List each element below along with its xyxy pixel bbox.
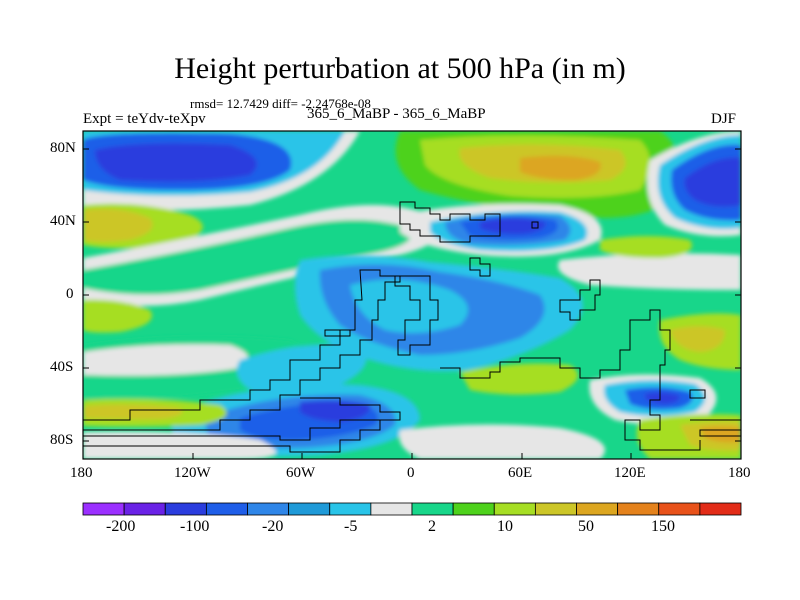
colorbar-box (452, 502, 495, 516)
colorbar-box (493, 502, 536, 516)
colorbar-box (699, 502, 742, 516)
field-region (600, 236, 692, 258)
colorbar-box (576, 502, 619, 516)
colorbar-label: -200 (106, 518, 136, 535)
land-outlines (83, 201, 741, 453)
field-region (83, 208, 153, 242)
colorbar-label: -5 (344, 518, 358, 535)
y-tick-label: 80N (50, 140, 76, 156)
field-region (83, 431, 276, 459)
outline (83, 269, 401, 431)
colorbar (82, 502, 742, 516)
colorbar-box (534, 502, 577, 516)
y-tick-marks (83, 148, 741, 442)
contour-field (83, 131, 741, 459)
outline (440, 309, 701, 451)
colorbar-box (658, 502, 701, 516)
x-tick-label: 60W (286, 465, 316, 481)
outline (399, 201, 501, 243)
field-region (460, 363, 578, 395)
colorbar-box (247, 502, 290, 516)
x-tick-label: 180 (70, 465, 93, 481)
stats-line: rmsd= 12.7429 diff= -2.24768e-08 (190, 96, 371, 111)
field-region (83, 299, 152, 333)
colorbar-box (82, 502, 125, 516)
field-region (236, 344, 367, 394)
colorbar-box (288, 502, 331, 516)
field-region (399, 424, 605, 459)
colorbar-box (329, 502, 372, 516)
outline (394, 275, 439, 356)
season-label: DJF (711, 111, 737, 127)
x-tick-label: 120W (174, 465, 211, 481)
colorbar-box (164, 502, 207, 516)
x-tick-label: 0 (407, 465, 415, 481)
outline (690, 419, 741, 437)
outline (531, 221, 539, 229)
field-region (83, 220, 412, 295)
colorbar-label: -20 (262, 518, 284, 535)
field-region (83, 404, 183, 420)
outline (689, 389, 706, 399)
field-region (645, 392, 680, 404)
field-region (670, 326, 725, 352)
colorbar-box (123, 502, 166, 516)
colorbar-label: 150 (651, 518, 675, 535)
colorbar-label: 50 (578, 518, 594, 535)
colorbar-box (617, 502, 660, 516)
y-tick-label: 80S (50, 432, 74, 448)
field-region (558, 253, 741, 290)
field-region (83, 344, 248, 376)
colorbar-box (411, 502, 454, 516)
experiment-label: Expt = teYdv-teXpv (83, 111, 206, 127)
colorbar-box (370, 502, 413, 516)
outline (469, 257, 491, 277)
colorbar-label: -100 (180, 518, 210, 535)
colorbar-label: 10 (497, 518, 513, 535)
x-tick-marks (82, 453, 742, 459)
outline (83, 397, 401, 453)
x-tick-label: 180 (728, 465, 751, 481)
field-region (95, 143, 257, 182)
y-tick-label: 0 (66, 286, 74, 302)
case-label: 365_6_MaBP - 365_6_MaBP (307, 106, 486, 122)
y-tick-label: 40N (50, 213, 76, 229)
colorbar-label: 2 (428, 518, 436, 535)
field-region (684, 157, 741, 207)
field-region (300, 400, 371, 422)
field-region (520, 155, 601, 180)
outline (559, 279, 601, 321)
field-region (480, 218, 546, 234)
colorbar-box (205, 502, 248, 516)
outline (324, 329, 351, 337)
y-tick-label: 40S (50, 359, 74, 375)
x-tick-label: 60E (508, 465, 533, 481)
plot-title: Height perturbation at 500 hPa (in m) (174, 52, 626, 85)
x-tick-label: 120E (614, 465, 646, 481)
